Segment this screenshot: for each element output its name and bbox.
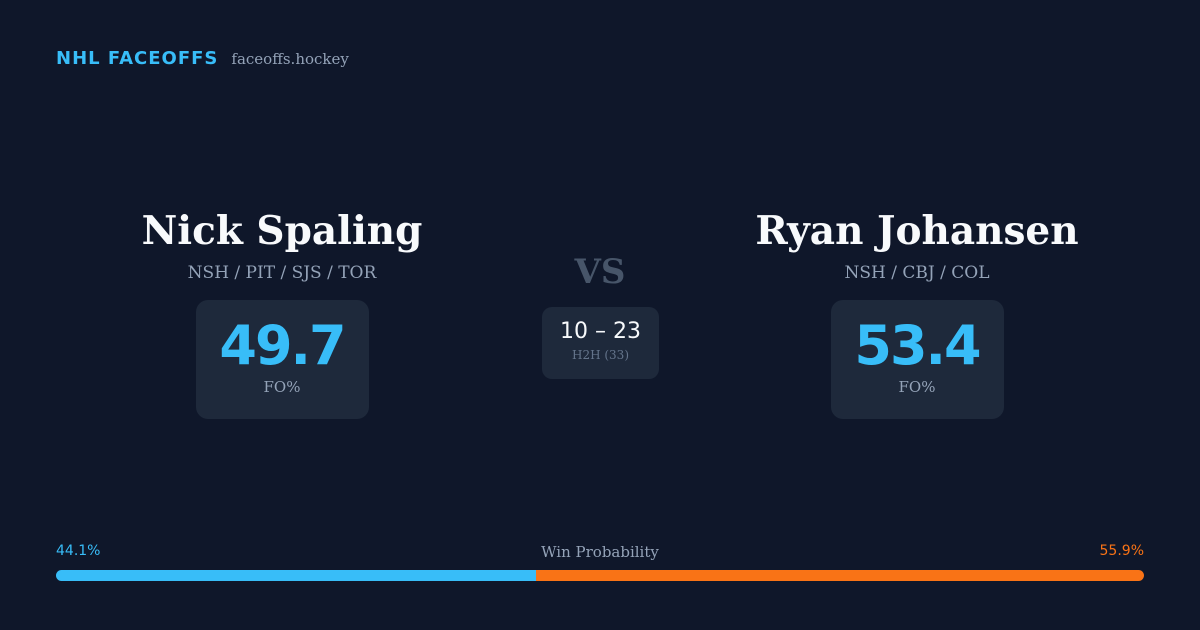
brand-site[interactable]: faceoffs.hockey bbox=[231, 50, 349, 68]
win-prob-right-label: 55.9% bbox=[1099, 543, 1144, 559]
win-prob-left-segment bbox=[56, 570, 536, 581]
fo-pct-label-right: FO% bbox=[898, 378, 936, 396]
brand-header: NHL FACEOFFS faceoffs.hockey bbox=[56, 48, 349, 69]
player-name-right: Ryan Johansen bbox=[755, 208, 1079, 254]
fo-stat-box-left: 49.7 FO% bbox=[195, 300, 369, 419]
player-card-right: Ryan Johansen NSH / CBJ / COL 53.4 FO% bbox=[697, 205, 1137, 419]
h2h-score: 10 – 23 bbox=[560, 319, 641, 344]
player-name-left: Nick Spaling bbox=[141, 208, 423, 254]
win-prob-left-label: 44.1% bbox=[56, 543, 101, 559]
h2h-label: H2H (33) bbox=[571, 348, 629, 362]
win-prob-right-segment bbox=[535, 570, 1144, 581]
vs-label: VS bbox=[574, 252, 626, 292]
win-probability-bar bbox=[56, 570, 1144, 581]
player-teams-left: NSH / PIT / SJS / TOR bbox=[187, 263, 377, 283]
fo-pct-value-right: 53.4 bbox=[854, 314, 981, 377]
player-card-left: Nick Spaling NSH / PIT / SJS / TOR 49.7 … bbox=[62, 205, 502, 419]
h2h-box: 10 – 23 H2H (33) bbox=[542, 307, 659, 379]
brand-name[interactable]: NHL FACEOFFS bbox=[56, 48, 219, 69]
fo-stat-box-right: 53.4 FO% bbox=[830, 300, 1004, 419]
fo-pct-value-left: 49.7 bbox=[219, 314, 346, 377]
player-teams-right: NSH / CBJ / COL bbox=[844, 263, 990, 283]
win-prob-title: Win Probability bbox=[541, 543, 659, 561]
fo-pct-label-left: FO% bbox=[263, 378, 301, 396]
